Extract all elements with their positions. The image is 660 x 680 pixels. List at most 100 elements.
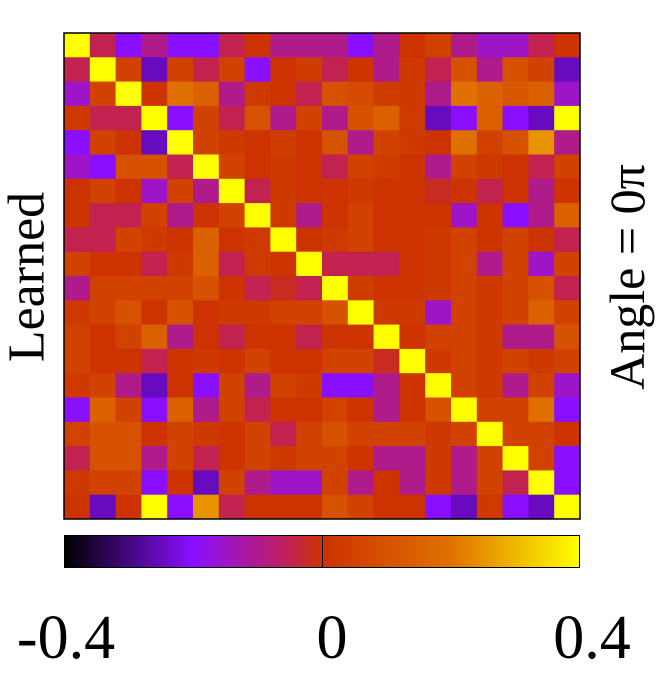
- heatmap-cell-r1-c12: [373, 57, 400, 83]
- heatmap-cell-r5-c17: [502, 154, 529, 180]
- heatmap-cell-r11-c19: [554, 300, 581, 326]
- heatmap-cell-r19-c14: [425, 494, 452, 520]
- heatmap-cell-r2-c0: [64, 81, 91, 107]
- heatmap-cell-r13-c4: [167, 348, 194, 374]
- heatmap-cell-r17-c14: [425, 446, 452, 471]
- heatmap-cell-r6-c12: [373, 178, 400, 204]
- heatmap-cell-r10-c10: [322, 276, 349, 301]
- heatmap-cell-r2-c19: [554, 81, 581, 107]
- heatmap-cell-r6-c1: [89, 178, 117, 204]
- heatmap-cell-r13-c1: [89, 348, 117, 374]
- heatmap-cell-r19-c1: [89, 494, 117, 520]
- heatmap-cell-r5-c2: [115, 154, 142, 180]
- heatmap-cell-r2-c13: [399, 81, 426, 107]
- heatmap-cell-r5-c5: [193, 154, 220, 180]
- heatmap-cell-r7-c16: [476, 203, 504, 228]
- heatmap-cell-r3-c19: [554, 105, 581, 131]
- heatmap-cell-r5-c11: [347, 154, 375, 180]
- heatmap-cell-r19-c9: [296, 494, 323, 520]
- heatmap-cell-r1-c2: [115, 57, 142, 83]
- heatmap-cell-r4-c18: [528, 130, 555, 155]
- heatmap-cell-r19-c8: [270, 494, 297, 520]
- heatmap-cell-r12-c7: [244, 324, 271, 350]
- heatmap-cell-r9-c15: [451, 251, 478, 277]
- heatmap-cell-r5-c4: [167, 154, 194, 180]
- heatmap-cell-r1-c5: [193, 57, 220, 83]
- heatmap-cell-r4-c17: [502, 130, 529, 155]
- heatmap-cell-r18-c16: [476, 470, 504, 496]
- heatmap-cell-r0-c5: [193, 33, 220, 58]
- heatmap-cell-r9-c12: [373, 251, 400, 277]
- chart-title: Angle = 0π: [599, 164, 655, 390]
- heatmap-cell-r5-c3: [141, 154, 168, 180]
- heatmap-cell-r4-c19: [554, 130, 581, 155]
- heatmap-cell-r15-c6: [218, 397, 246, 423]
- heatmap-cell-r2-c9: [296, 81, 323, 107]
- heatmap-cell-r8-c3: [141, 227, 168, 253]
- heatmap-cell-r3-c17: [502, 105, 529, 131]
- heatmap-cell-r11-c7: [244, 300, 271, 326]
- heatmap-cell-r2-c12: [373, 81, 400, 107]
- heatmap-cell-r2-c14: [425, 81, 452, 107]
- heatmap-cell-r15-c15: [451, 397, 478, 423]
- heatmap-cell-r17-c18: [528, 446, 555, 471]
- heatmap-cell-r3-c7: [244, 105, 271, 131]
- heatmap-cell-r4-c5: [193, 130, 220, 155]
- heatmap-cell-r8-c11: [347, 227, 375, 253]
- heatmap-cell-r6-c4: [167, 178, 194, 204]
- heatmap-cell-r0-c0: [64, 33, 91, 58]
- heatmap-cell-r9-c4: [167, 251, 194, 277]
- heatmap-cell-r3-c13: [399, 105, 426, 131]
- heatmap-cell-r11-c18: [528, 300, 555, 326]
- heatmap-cell-r16-c13: [399, 421, 426, 447]
- heatmap-cell-r16-c0: [64, 421, 91, 447]
- heatmap-cell-r19-c4: [167, 494, 194, 520]
- heatmap-cell-r10-c5: [193, 276, 220, 301]
- heatmap-cell-r0-c11: [347, 33, 375, 58]
- heatmap-cell-r17-c11: [347, 446, 375, 471]
- heatmap-cell-r4-c10: [322, 130, 349, 155]
- heatmap-cell-r17-c0: [64, 446, 91, 471]
- heatmap-cell-r3-c6: [218, 105, 246, 131]
- heatmap-cell-r1-c9: [296, 57, 323, 83]
- heatmap-cell-r8-c17: [502, 227, 529, 253]
- heatmap-cell-r15-c17: [502, 397, 529, 423]
- heatmap-cell-r17-c19: [554, 446, 581, 471]
- heatmap-cell-r18-c6: [218, 470, 246, 496]
- heatmap-cell-r11-c12: [373, 300, 400, 326]
- heatmap-cell-r8-c18: [528, 227, 555, 253]
- heatmap-cell-r18-c15: [451, 470, 478, 496]
- heatmap-cell-r3-c12: [373, 105, 400, 131]
- heatmap-cell-r2-c5: [193, 81, 220, 107]
- heatmap-cell-r11-c9: [296, 300, 323, 326]
- heatmap-cell-r8-c19: [554, 227, 581, 253]
- heatmap-cell-r14-c16: [476, 373, 504, 398]
- heatmap-cell-r8-c5: [193, 227, 220, 253]
- heatmap-cell-r13-c14: [425, 348, 452, 374]
- heatmap-cell-r7-c9: [296, 203, 323, 228]
- heatmap-cell-r19-c0: [64, 494, 91, 520]
- heatmap-cell-r4-c14: [425, 130, 452, 155]
- heatmap-cell-r10-c0: [64, 276, 91, 301]
- heatmap-cell-r2-c4: [167, 81, 194, 107]
- heatmap-cell-r11-c11: [347, 300, 375, 326]
- heatmap-cell-r3-c2: [115, 105, 142, 131]
- heatmap-cell-r18-c8: [270, 470, 297, 496]
- heatmap-cell-r16-c3: [141, 421, 168, 447]
- heatmap-cell-r7-c12: [373, 203, 400, 228]
- heatmap-cell-r19-c16: [476, 494, 504, 520]
- heatmap-cell-r8-c1: [89, 227, 117, 253]
- heatmap-cell-r17-c16: [476, 446, 504, 471]
- heatmap-cell-r15-c1: [89, 397, 117, 423]
- heatmap-cell-r18-c12: [373, 470, 400, 496]
- heatmap-cell-r15-c14: [425, 397, 452, 423]
- heatmap-cell-r7-c18: [528, 203, 555, 228]
- heatmap-cell-r12-c15: [451, 324, 478, 350]
- heatmap-cell-r1-c8: [270, 57, 297, 83]
- heatmap-cell-r16-c5: [193, 421, 220, 447]
- heatmap-cell-r14-c11: [347, 373, 375, 398]
- heatmap-cell-r13-c0: [64, 348, 91, 374]
- heatmap-cell-r17-c7: [244, 446, 271, 471]
- heatmap-cell-r3-c9: [296, 105, 323, 131]
- heatmap-cell-r7-c5: [193, 203, 220, 228]
